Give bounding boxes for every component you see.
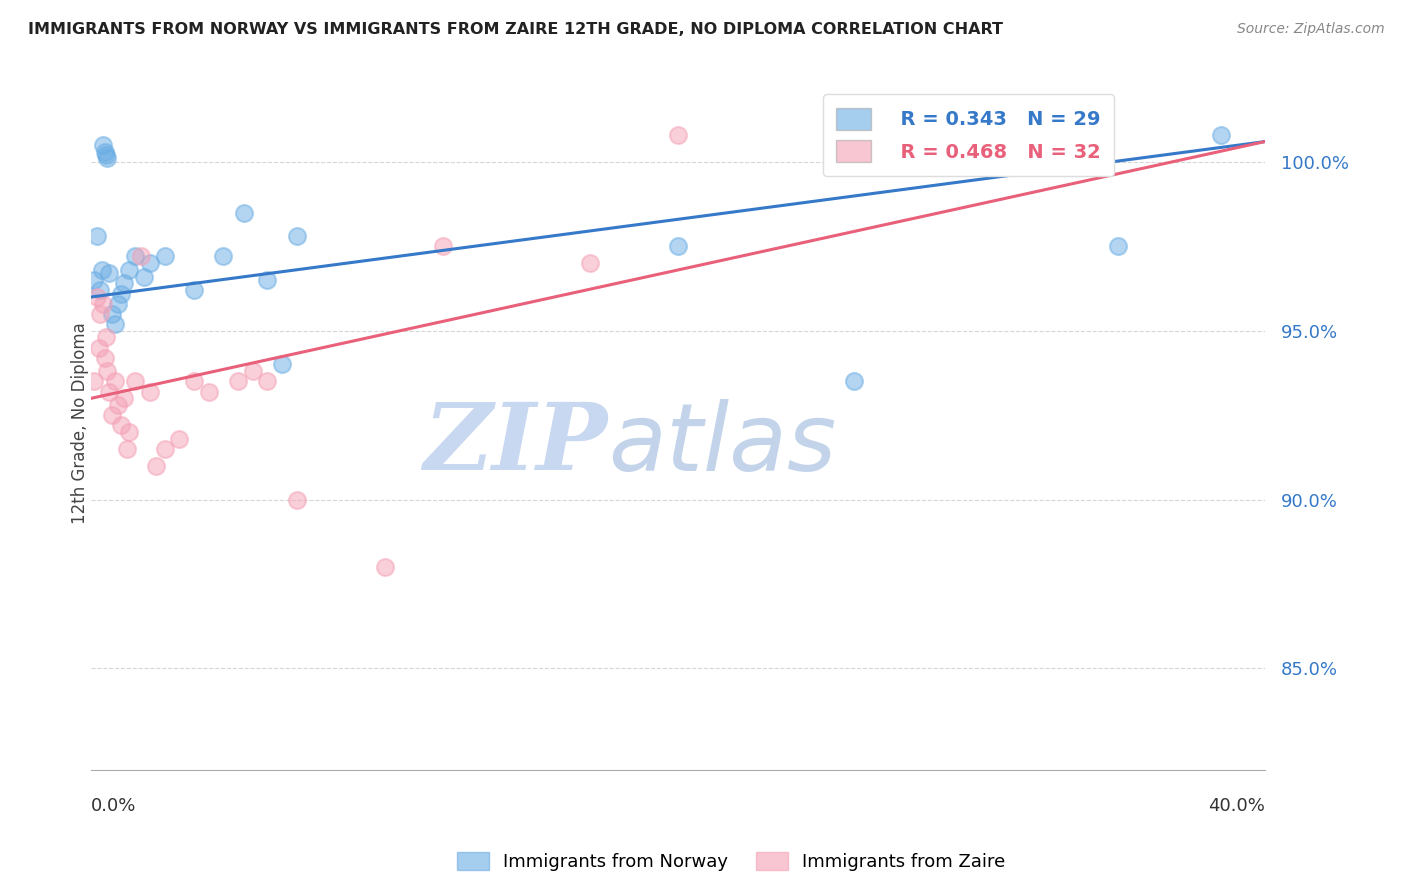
Point — [666, 128, 689, 142]
Point — [107, 296, 129, 310]
Point — [107, 398, 129, 412]
Point — [112, 391, 135, 405]
Y-axis label: 12th Grade, No Diploma: 12th Grade, No Diploma — [72, 323, 89, 524]
Point — [139, 256, 162, 270]
Point — [1209, 128, 1232, 142]
Point — [104, 317, 127, 331]
Text: ZIP: ZIP — [423, 400, 607, 490]
Point — [96, 364, 118, 378]
Point — [153, 249, 176, 263]
Point — [110, 418, 132, 433]
Point — [842, 375, 865, 389]
Point — [197, 384, 219, 399]
Point — [118, 263, 141, 277]
Point — [256, 273, 278, 287]
Point — [94, 330, 117, 344]
Point — [242, 364, 264, 378]
Point — [134, 269, 156, 284]
Text: 0.0%: 0.0% — [91, 797, 136, 814]
Point — [96, 152, 118, 166]
Point — [118, 425, 141, 439]
Point — [232, 205, 254, 219]
Point — [183, 283, 205, 297]
Point — [226, 375, 249, 389]
Text: IMMIGRANTS FROM NORWAY VS IMMIGRANTS FROM ZAIRE 12TH GRADE, NO DIPLOMA CORRELATI: IMMIGRANTS FROM NORWAY VS IMMIGRANTS FRO… — [28, 22, 1002, 37]
Text: 40.0%: 40.0% — [1208, 797, 1265, 814]
Point — [104, 375, 127, 389]
Point — [579, 256, 602, 270]
Point — [1107, 239, 1129, 253]
Point — [124, 375, 146, 389]
Point — [169, 432, 191, 446]
Point — [93, 351, 115, 365]
Point — [87, 341, 110, 355]
Point — [86, 290, 108, 304]
Point — [91, 138, 114, 153]
Point — [153, 442, 176, 456]
Point — [183, 375, 205, 389]
Point — [432, 239, 454, 253]
Point — [97, 266, 120, 280]
Point — [124, 249, 146, 263]
Point — [666, 239, 689, 253]
Point — [285, 492, 308, 507]
Legend: Immigrants from Norway, Immigrants from Zaire: Immigrants from Norway, Immigrants from … — [450, 845, 1012, 879]
Point — [145, 458, 167, 473]
Point — [93, 145, 115, 159]
Point — [83, 375, 105, 389]
Point — [115, 442, 138, 456]
Point — [256, 375, 278, 389]
Text: Source: ZipAtlas.com: Source: ZipAtlas.com — [1237, 22, 1385, 37]
Point — [83, 273, 105, 287]
Point — [112, 277, 135, 291]
Point — [97, 384, 120, 399]
Point — [91, 296, 114, 310]
Point — [94, 148, 117, 162]
Point — [101, 408, 124, 422]
Point — [101, 307, 124, 321]
Text: atlas: atlas — [607, 399, 837, 490]
Point — [271, 358, 294, 372]
Point — [110, 286, 132, 301]
Point — [86, 229, 108, 244]
Point — [89, 283, 111, 297]
Point — [139, 384, 162, 399]
Legend:   R = 0.343   N = 29,   R = 0.468   N = 32: R = 0.343 N = 29, R = 0.468 N = 32 — [823, 94, 1115, 176]
Point — [89, 307, 111, 321]
Point — [90, 263, 112, 277]
Point — [374, 560, 396, 574]
Point — [212, 249, 235, 263]
Point — [129, 249, 152, 263]
Point — [285, 229, 308, 244]
